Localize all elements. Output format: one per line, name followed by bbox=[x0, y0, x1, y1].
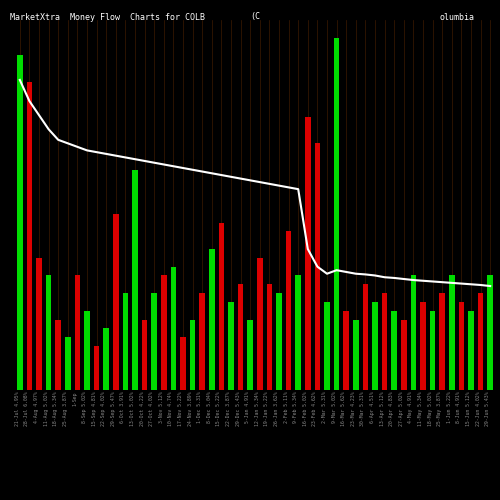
Bar bbox=[200, 293, 205, 390]
Bar bbox=[26, 82, 32, 390]
Bar bbox=[132, 170, 138, 390]
Bar bbox=[382, 293, 388, 390]
Bar bbox=[36, 258, 42, 390]
Bar bbox=[401, 320, 406, 390]
Bar bbox=[257, 258, 262, 390]
Bar bbox=[440, 293, 445, 390]
Bar bbox=[142, 320, 148, 390]
Bar bbox=[84, 310, 90, 390]
Bar bbox=[65, 337, 70, 390]
Bar bbox=[180, 337, 186, 390]
Bar bbox=[324, 302, 330, 390]
Bar bbox=[238, 284, 244, 390]
Bar bbox=[372, 302, 378, 390]
Bar bbox=[113, 214, 118, 390]
Bar bbox=[458, 302, 464, 390]
Bar bbox=[305, 117, 310, 390]
Text: MarketXtra  Money Flow  Charts for COLB: MarketXtra Money Flow Charts for COLB bbox=[10, 12, 205, 22]
Bar bbox=[362, 284, 368, 390]
Bar bbox=[228, 302, 234, 390]
Bar bbox=[190, 320, 196, 390]
Bar bbox=[104, 328, 109, 390]
Bar bbox=[46, 276, 52, 390]
Bar bbox=[266, 284, 272, 390]
Bar bbox=[286, 232, 292, 390]
Bar bbox=[74, 276, 80, 390]
Bar bbox=[218, 222, 224, 390]
Bar bbox=[353, 320, 358, 390]
Bar bbox=[94, 346, 100, 390]
Bar bbox=[344, 310, 349, 390]
Bar bbox=[449, 276, 454, 390]
Bar bbox=[170, 266, 176, 390]
Bar bbox=[248, 320, 253, 390]
Bar bbox=[478, 293, 484, 390]
Bar bbox=[56, 320, 61, 390]
Bar bbox=[468, 310, 474, 390]
Bar bbox=[209, 249, 214, 390]
Bar bbox=[430, 310, 436, 390]
Bar bbox=[17, 55, 22, 390]
Text: olumbia: olumbia bbox=[440, 12, 475, 22]
Bar bbox=[392, 310, 397, 390]
Bar bbox=[488, 276, 493, 390]
Bar bbox=[276, 293, 282, 390]
Bar bbox=[161, 276, 166, 390]
Text: (C: (C bbox=[250, 12, 260, 22]
Bar bbox=[334, 38, 340, 390]
Bar bbox=[296, 276, 301, 390]
Bar bbox=[420, 302, 426, 390]
Bar bbox=[410, 276, 416, 390]
Bar bbox=[152, 293, 157, 390]
Bar bbox=[122, 293, 128, 390]
Bar bbox=[314, 144, 320, 390]
